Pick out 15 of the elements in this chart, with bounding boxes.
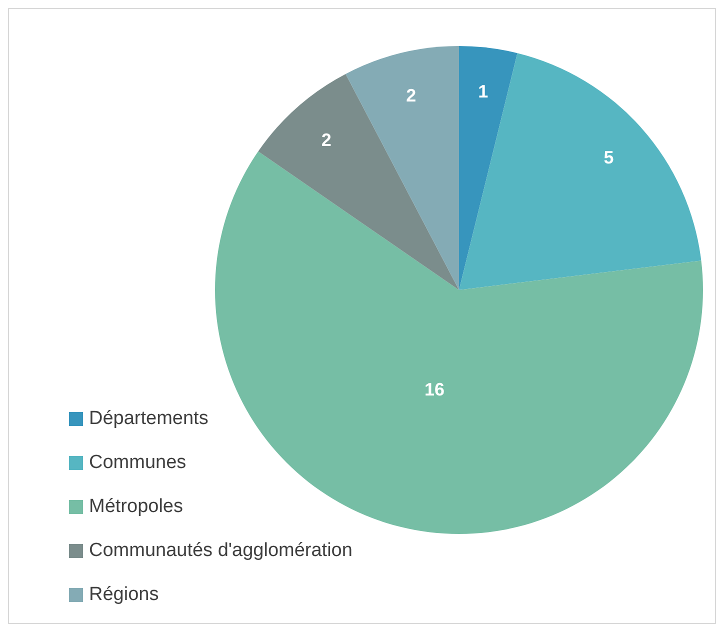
- pie-slice: [346, 46, 459, 290]
- pie-slice: [459, 53, 702, 290]
- data-label: 5: [604, 147, 614, 168]
- legend-label: Communautés d'agglomération: [89, 540, 352, 562]
- legend-label: Régions: [89, 584, 159, 606]
- legend-label: Départements: [89, 408, 208, 430]
- data-label: 16: [424, 380, 444, 400]
- data-label: 2: [406, 86, 416, 106]
- pie-slice: [258, 74, 459, 290]
- pie-slice: [215, 151, 703, 534]
- data-label: 1: [478, 81, 488, 102]
- legend-label: Communes: [89, 452, 186, 474]
- pie-slice: [459, 46, 518, 290]
- data-label: 2: [321, 130, 332, 150]
- legend-label: Métropoles: [89, 496, 183, 518]
